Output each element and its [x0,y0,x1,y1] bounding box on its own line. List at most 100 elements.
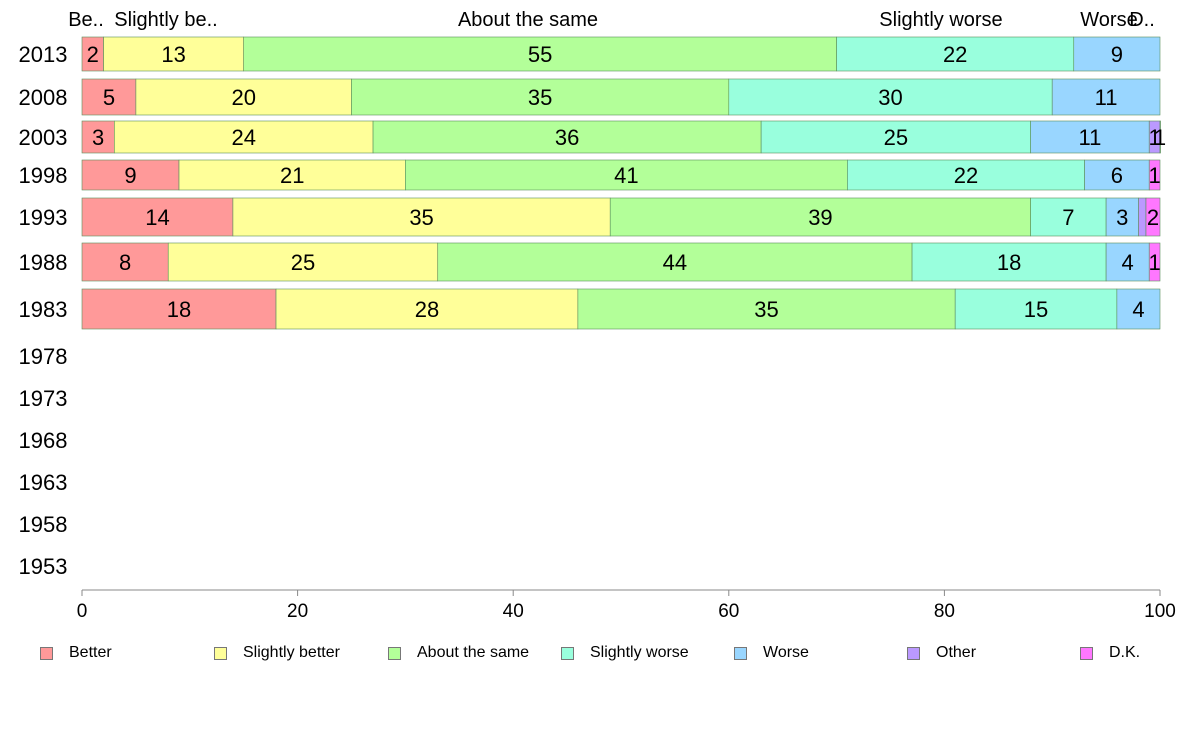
bar-segment-1993-slightly-better [232,197,611,237]
x-tick-label-0: 0 [77,601,88,622]
bar-label-1993-about-the-same: 39 [808,205,832,230]
bar-label-1988-slightly-better: 25 [291,250,315,275]
bar-label-1983-worse: 4 [1132,297,1144,322]
top-label-4: Worse [1080,9,1137,31]
x-axis: 0 20 40 60 80 100 [77,589,1176,622]
bar-segment-1983-slightly-worse [954,288,1118,330]
bar-label-1988-better: 8 [119,250,131,275]
bar-label-1998-about-the-same: 41 [614,163,638,188]
bar-label-1993-d-k-: 2 [1147,205,1159,230]
bar-label-1998-better: 9 [124,163,136,188]
year-label-1968: 1968 [19,428,68,453]
x-tick-label-100: 100 [1144,601,1176,622]
bar-label-2013-worse: 9 [1111,42,1123,67]
bar-segment-1993-worse [1105,197,1139,237]
bar-segment-1988-slightly-better [167,242,439,282]
legend-swatch [40,646,53,660]
legend-item-slightly-worse: Slightly worse [561,642,689,664]
bar-label-1988-worse: 4 [1122,250,1134,275]
bar-label-2008-worse: 11 [1095,85,1118,110]
bar-label-2013-better: 2 [87,42,99,67]
legend-label: D.K. [1109,644,1141,661]
bar-segment-1993-better [81,197,234,237]
bar-label-1983-about-the-same: 35 [754,297,778,322]
legend-label: Slightly better [243,644,340,661]
year-label-2013: 2013 [19,42,68,67]
bar-segment-1988-d-k- [1148,242,1161,282]
bar-label-2008-better: 5 [103,85,115,110]
bar-segment-1988-slightly-worse [911,242,1107,282]
top-category-labels: Be.. Slightly be.. About the same Slightly … [68,9,1155,31]
legend-label: Other [936,644,977,661]
bar-segment-1998-slightly-better [178,159,406,191]
bar-label-2013-slightly-better: 13 [161,42,185,67]
x-tick-label-20: 20 [287,601,308,622]
legend-swatch [1080,646,1093,660]
legend-item-other: Other [907,642,976,664]
legend-label: Slightly worse [590,644,689,661]
x-tick-label-40: 40 [503,601,524,622]
bar-segments [81,36,1161,330]
bar-label-2003-better: 3 [92,125,104,150]
x-tick-label-80: 80 [934,601,955,622]
bar-segment-1998-better [81,159,180,191]
legend: Better Slightly better About the same Sligh… [0,642,1188,666]
legend-item-better: Better [40,642,112,664]
bar-segment-2013-slightly-better [103,36,244,72]
bar-segment-2003-slightly-better [114,120,374,154]
legend-swatch [561,646,574,660]
bar-segment-2013-slightly-worse [836,36,1075,72]
bar-label-1983-slightly-better: 28 [415,297,439,322]
year-label-1978: 1978 [19,344,68,369]
legend-item-worse: Worse [734,642,809,664]
legend-swatch [907,646,920,660]
year-label-1973: 1973 [19,386,68,411]
bar-segment-2003-about-the-same [372,120,762,154]
bar-label-2013-slightly-worse: 22 [943,42,967,67]
bar-segment-1993-slightly-worse [1030,197,1107,237]
bar-segment-1988-about-the-same [437,242,913,282]
top-label-1: Slightly be.. [114,9,217,31]
bar-label-2013-about-the-same: 55 [528,42,552,67]
top-label-2: About the same [458,9,598,31]
bar-segment-1993-other [1138,197,1147,237]
legend-item-about-the-same: About the same [388,642,529,664]
bar-value-labels: 2 13 55 22 95 20 35 30 113 24 36 25 11 119 21 41 22 6 114 3… [87,42,1166,322]
bar-label-1993-better: 14 [145,205,169,230]
top-label-0: Be.. [68,9,104,31]
bar-segment-1983-about-the-same [577,288,956,330]
year-label-1993: 1993 [19,205,68,230]
bar-label-2003-slightly-worse: 25 [884,125,908,150]
bar-segment-2003-worse [1030,120,1150,154]
bar-label-1988-slightly-worse: 18 [997,250,1021,275]
year-label-1953: 1953 [19,554,68,579]
bar-label-1983-slightly-worse: 15 [1024,297,1048,322]
bar-label-2003-slightly-better: 24 [231,125,255,150]
year-label-1963: 1963 [19,470,68,495]
legend-item-d-k-: D.K. [1080,642,1140,664]
bar-label-1993-slightly-better: 35 [409,205,433,230]
x-tick-label-60: 60 [718,601,739,622]
bar-label-2003-about-the-same: 36 [555,125,579,150]
bar-label-2008-slightly-worse: 30 [878,85,902,110]
bar-segment-1998-about-the-same [405,159,848,191]
bar-segment-2008-slightly-worse [728,78,1053,116]
year-label-2003: 2003 [19,125,68,150]
bar-segment-2008-worse [1051,78,1161,116]
bar-segment-1993-d-k- [1145,197,1161,237]
bar-label-1998-slightly-better: 21 [280,163,304,188]
bar-segment-1983-slightly-better [275,288,579,330]
bar-segment-2008-better [81,78,137,116]
bar-label-1998-slightly-worse: 22 [954,163,978,188]
bar-segment-2013-worse [1073,36,1161,72]
bar-label-1988-d-k-: 1 [1148,250,1160,275]
bar-segment-1983-worse [1116,288,1161,330]
legend-swatch [734,646,747,660]
legend-item-slightly-better: Slightly better [214,642,340,664]
bar-segment-1988-worse [1105,242,1150,282]
bar-segment-2003-d-k- [1159,120,1161,154]
bar-label-1998-worse: 6 [1111,163,1123,188]
year-label-1958: 1958 [19,512,68,537]
